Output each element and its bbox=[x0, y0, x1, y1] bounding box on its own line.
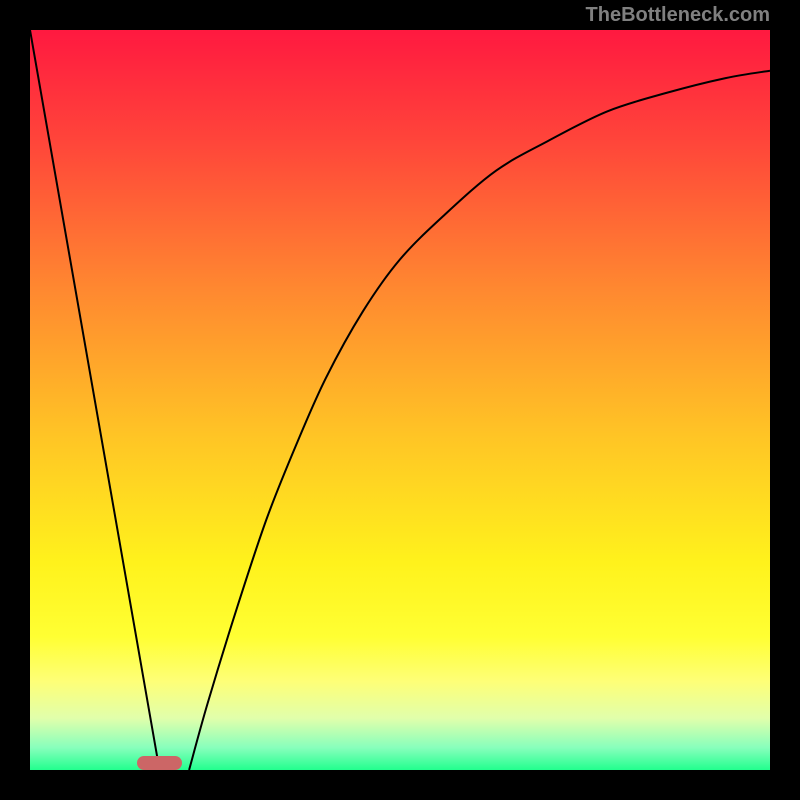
bottleneck-chart bbox=[30, 30, 770, 770]
watermark-text: TheBottleneck.com bbox=[586, 4, 770, 27]
bottleneck-curve bbox=[30, 30, 770, 770]
minimum-marker bbox=[137, 756, 181, 770]
